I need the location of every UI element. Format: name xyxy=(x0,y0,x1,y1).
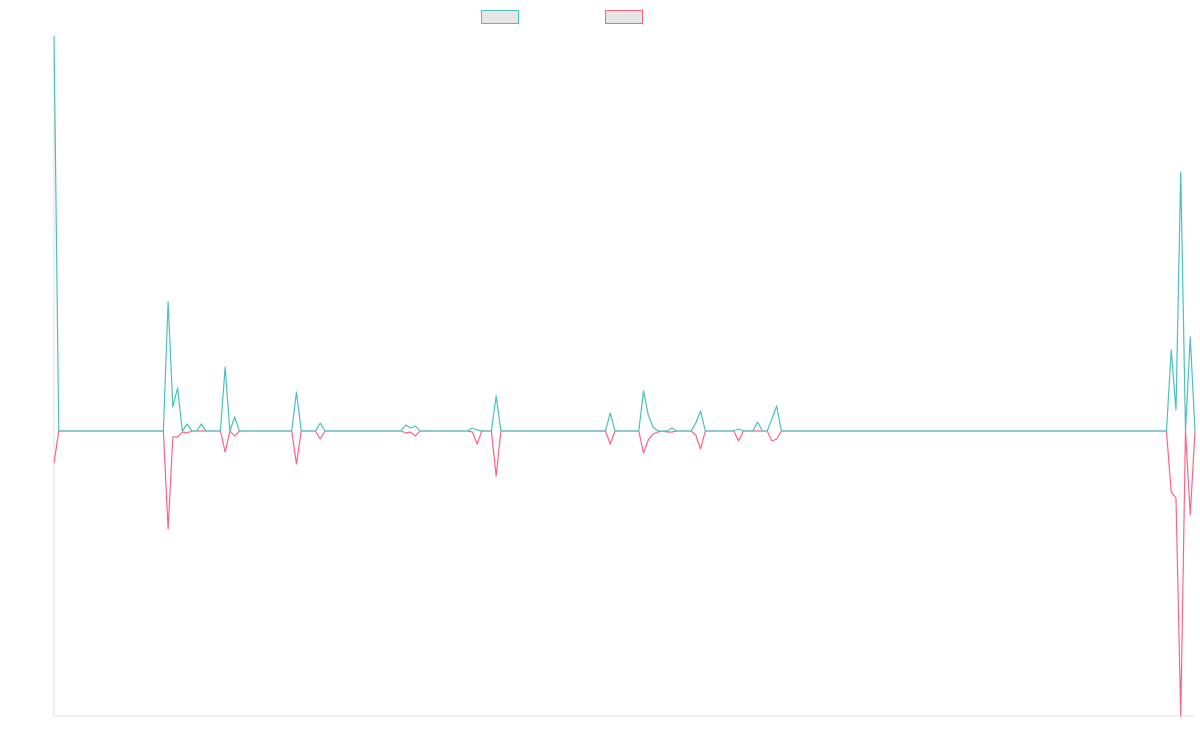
legend-swatch-series-1[interactable] xyxy=(481,10,519,24)
series-line-1 xyxy=(53,35,1196,432)
series-line-2 xyxy=(53,430,1196,717)
legend-swatch-series-2[interactable] xyxy=(605,10,643,24)
